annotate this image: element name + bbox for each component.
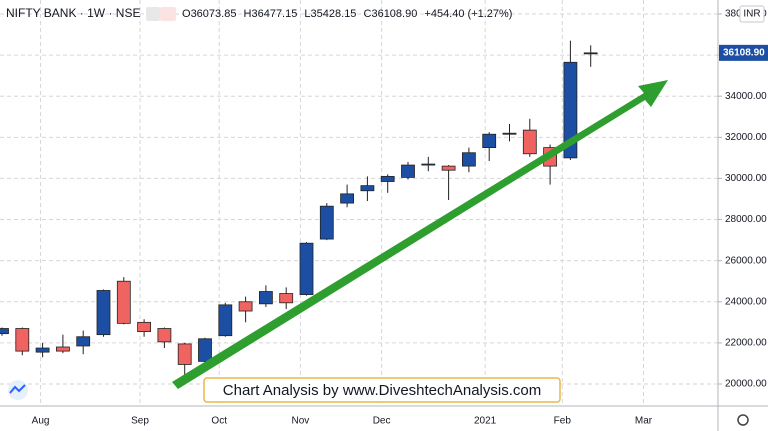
last-price-label: 36108.90 xyxy=(723,47,765,58)
y-tick-label: 24000.00 xyxy=(725,296,767,307)
ohlc-key: C xyxy=(364,8,372,20)
candle-body xyxy=(96,290,111,336)
header-icon[interactable] xyxy=(160,7,176,21)
candle-body xyxy=(340,193,355,204)
candle-body xyxy=(76,336,91,347)
candle-body xyxy=(238,301,253,312)
grid-layer xyxy=(0,0,718,406)
candle-body xyxy=(421,163,436,166)
currency-label: INR xyxy=(743,9,760,20)
ohlc-value: 36108.90 xyxy=(371,8,417,20)
y-tick-label: 32000.00 xyxy=(725,132,767,143)
candle-body xyxy=(258,291,273,305)
candle-body xyxy=(441,165,456,171)
candle-body xyxy=(299,242,314,295)
candle-body xyxy=(522,129,537,155)
candle-body xyxy=(198,338,212,362)
y-tick-label: 30000.00 xyxy=(725,173,767,184)
candle-body xyxy=(137,321,152,332)
y-tick-label: 28000.00 xyxy=(725,214,767,225)
candle-body xyxy=(15,328,30,352)
candle-body xyxy=(56,346,70,352)
x-tick-label: Oct xyxy=(211,416,227,427)
ohlc-value: 36477.15 xyxy=(251,8,297,20)
x-tick-label: 2021 xyxy=(474,416,497,427)
logo-glyph xyxy=(9,384,26,394)
header-icon[interactable] xyxy=(146,7,160,21)
x-tick-label: Sep xyxy=(131,416,149,427)
candle-body xyxy=(583,52,598,55)
candles-layer xyxy=(0,40,598,378)
candle-body xyxy=(563,61,578,159)
candle-body xyxy=(279,293,294,304)
ohlc-key: O xyxy=(182,8,191,20)
y-tick-label: 26000.00 xyxy=(725,255,767,266)
ohlc-values: O36073.85 H36477.15 L35428.15 C36108.90 … xyxy=(182,8,512,20)
ohlc-change: +454.40 (+1.27%) xyxy=(424,8,512,20)
candle-body xyxy=(401,164,415,178)
candle-body xyxy=(380,175,395,182)
candle-body xyxy=(319,205,334,240)
x-tick-label: Dec xyxy=(373,416,391,427)
candle-body xyxy=(35,347,50,353)
y-tick-label: 34000.00 xyxy=(725,91,767,102)
annotation-text: Chart Analysis by www.DiveshtechAnalysis… xyxy=(223,382,541,399)
ohlc-key: L xyxy=(304,8,310,20)
candle-body xyxy=(502,132,517,135)
ohlc-value: 35428.15 xyxy=(311,8,357,20)
trend-arrow xyxy=(172,80,668,389)
x-tick-label: Feb xyxy=(554,416,572,427)
ohlc-key: H xyxy=(244,8,252,20)
x-tick-label: Aug xyxy=(32,416,50,427)
candle-body xyxy=(116,280,131,324)
x-tick-label: Mar xyxy=(635,416,653,427)
last-price-group: 36108.90 xyxy=(719,44,768,61)
candle-body xyxy=(360,185,375,192)
candle-body xyxy=(157,328,172,343)
candle-body xyxy=(177,343,192,365)
candle-body xyxy=(482,133,497,148)
candle-body xyxy=(461,152,476,167)
y-tick-label: 22000.00 xyxy=(725,338,767,349)
ohlc-value: 36073.85 xyxy=(191,8,237,20)
y-tick-label: 20000.00 xyxy=(725,379,767,390)
settings-icon[interactable] xyxy=(737,414,749,426)
currency-button[interactable] xyxy=(739,5,765,23)
last-price-box xyxy=(719,44,768,61)
header: NIFTY BANK · 1W · NSE O36073.85 H36477.1… xyxy=(6,6,512,21)
annotation-box xyxy=(203,377,561,403)
x-tick-label: Nov xyxy=(292,416,310,427)
candle-body xyxy=(218,304,233,337)
candle-body xyxy=(0,328,9,335)
symbol-title: NIFTY BANK · 1W · NSE xyxy=(6,6,140,20)
